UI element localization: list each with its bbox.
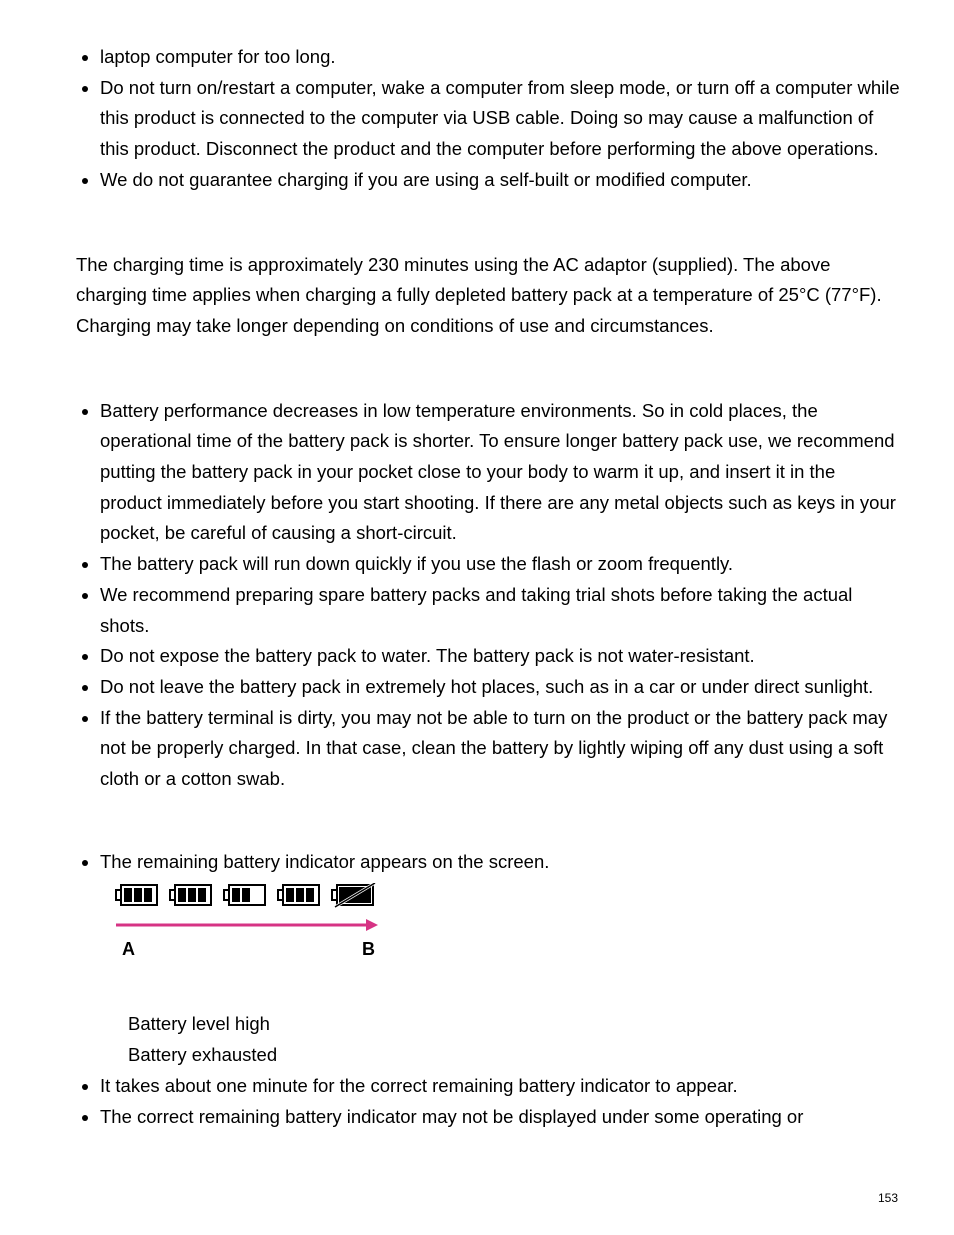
list-item-text: Battery performance decreases in low tem… xyxy=(100,400,896,544)
list-item: laptop computer for too long. xyxy=(100,42,900,73)
list-item-text: The remaining battery indicator appears … xyxy=(100,851,549,872)
list-item-text: The battery pack will run down quickly i… xyxy=(100,553,733,574)
list-item: We do not guarantee charging if you are … xyxy=(100,165,900,196)
list-item-text: Do not turn on/restart a computer, wake … xyxy=(100,77,900,159)
list-item: The correct remaining battery indicator … xyxy=(100,1102,900,1133)
list-item: Do not turn on/restart a computer, wake … xyxy=(100,73,900,165)
list-item-text: It takes about one minute for the correc… xyxy=(100,1075,738,1096)
list-item: Do not leave the battery pack in extreme… xyxy=(100,672,900,703)
list-item: If the battery terminal is dirty, you ma… xyxy=(100,703,900,795)
list-item: The remaining battery indicator appears … xyxy=(100,847,900,878)
list-item-text: Do not leave the battery pack in extreme… xyxy=(100,676,873,697)
list-item-text: Do not expose the battery pack to water.… xyxy=(100,645,755,666)
section3-trailing-list: It takes about one minute for the correc… xyxy=(54,1071,900,1132)
list-item: Do not expose the battery pack to water.… xyxy=(100,641,900,672)
list-item-text: If the battery terminal is dirty, you ma… xyxy=(100,707,887,789)
section2-list: Battery performance decreases in low tem… xyxy=(54,396,900,795)
battery-indicator-svg: AB xyxy=(110,883,390,973)
definition-b: Battery exhausted xyxy=(128,1040,900,1071)
section1-list: laptop computer for too long. Do not tur… xyxy=(54,42,900,196)
svg-text:A: A xyxy=(122,939,135,959)
battery-indicator-diagram: AB xyxy=(110,883,900,973)
page-number: 153 xyxy=(878,1189,898,1209)
list-item-text: The correct remaining battery indicator … xyxy=(100,1106,803,1127)
list-item-text: We recommend preparing spare battery pac… xyxy=(100,584,852,636)
definition-a: Battery level high xyxy=(128,1009,900,1040)
section3-list: The remaining battery indicator appears … xyxy=(54,847,900,878)
svg-text:B: B xyxy=(362,939,375,959)
list-item: We recommend preparing spare battery pac… xyxy=(100,580,900,641)
list-item: Battery performance decreases in low tem… xyxy=(100,396,900,550)
list-item: It takes about one minute for the correc… xyxy=(100,1071,900,1102)
document-page: laptop computer for too long. Do not tur… xyxy=(0,0,954,1235)
diagram-definitions: Battery level high Battery exhausted xyxy=(54,1009,900,1070)
charging-paragraph: The charging time is approximately 230 m… xyxy=(54,250,900,342)
paragraph-text: The charging time is approximately 230 m… xyxy=(76,254,882,336)
list-item-text: laptop computer for too long. xyxy=(100,46,336,67)
list-item-text: We do not guarantee charging if you are … xyxy=(100,169,752,190)
list-item: The battery pack will run down quickly i… xyxy=(100,549,900,580)
